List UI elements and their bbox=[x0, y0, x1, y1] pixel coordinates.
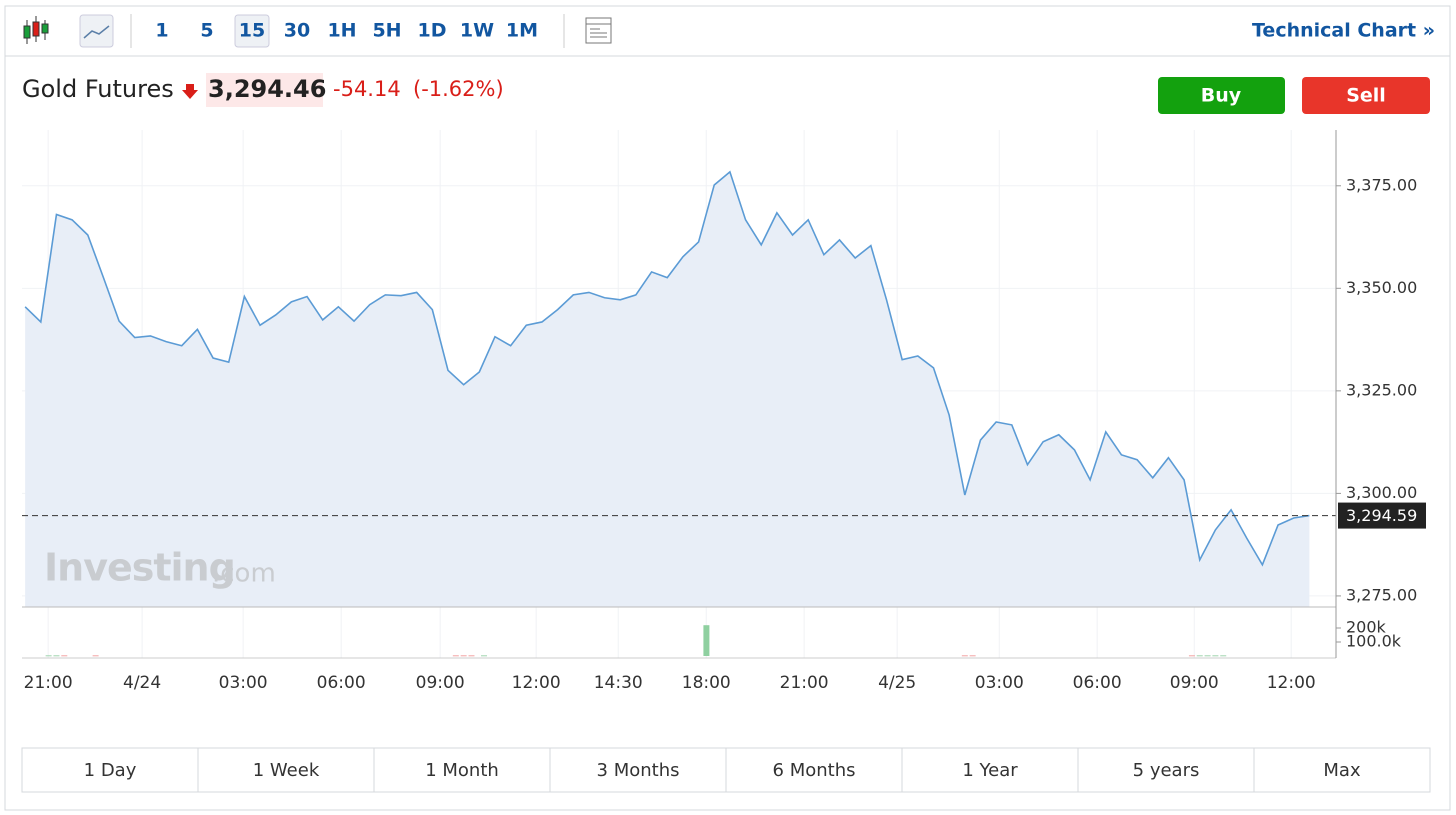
volume-bar bbox=[92, 655, 99, 657]
x-tick-label: 06:00 bbox=[317, 673, 366, 693]
volume-bar bbox=[460, 655, 467, 657]
x-tick-label: 12:00 bbox=[512, 673, 561, 693]
range-button[interactable] bbox=[21, 747, 199, 793]
x-tick-label: 12:00 bbox=[1267, 673, 1316, 693]
volume-bar bbox=[703, 625, 710, 656]
volume-bar bbox=[452, 655, 459, 657]
candle-icon[interactable] bbox=[23, 16, 49, 44]
interval[interactable]: 1 bbox=[155, 20, 168, 42]
y-tick-label: 3,375.00 bbox=[1346, 175, 1417, 194]
interval[interactable]: 1H bbox=[327, 20, 356, 42]
change-percent: (-1.62%) bbox=[413, 77, 504, 101]
volume-bar bbox=[45, 655, 52, 657]
x-tick-label: 4/25 bbox=[878, 673, 916, 693]
x-tick-label: 21:00 bbox=[24, 673, 73, 693]
interval[interactable]: 15 bbox=[239, 20, 265, 42]
buy-button[interactable] bbox=[1158, 77, 1285, 114]
y-tick-label: 3,275.00 bbox=[1346, 585, 1417, 604]
price-highlight bbox=[206, 73, 323, 107]
y-tick-label: 3,350.00 bbox=[1346, 278, 1417, 297]
chart: 21:00 4/24 03:00 06:00 09:00 12:00 14:30 18:00 2… bbox=[22, 130, 1426, 693]
x-tick-label: 03:00 bbox=[219, 673, 268, 693]
volume-bar bbox=[53, 655, 60, 657]
range-button[interactable] bbox=[197, 747, 375, 793]
range-bar: 1 Day 1 Week 1 Month 3 Months 6 Months 1 Year… bbox=[21, 747, 1431, 793]
price: 3,294.46 bbox=[208, 75, 326, 103]
interval-bar: 1 5 15 30 1H 5H 1D 1W 1M bbox=[155, 14, 538, 48]
interval[interactable]: 30 bbox=[284, 20, 310, 42]
volume-bar bbox=[1212, 655, 1219, 657]
volume-bar bbox=[1188, 655, 1195, 657]
price-line bbox=[24, 170, 1310, 567]
watermark-brand: Investing bbox=[44, 546, 235, 590]
volume-tick-label: 100.0k bbox=[1346, 632, 1402, 651]
instrument-name: Gold Futures bbox=[22, 75, 174, 103]
buy-label[interactable]: Buy bbox=[1201, 85, 1242, 107]
interval-selected bbox=[234, 14, 270, 48]
technical-chart-link[interactable]: Technical Chart » bbox=[1252, 20, 1435, 42]
line-icon[interactable] bbox=[79, 14, 114, 48]
volume-bar bbox=[468, 655, 475, 657]
x-tick-label: 18:00 bbox=[682, 673, 731, 693]
range-label[interactable]: 3 Months bbox=[597, 760, 680, 781]
range-button[interactable] bbox=[373, 747, 551, 793]
x-tick-label: 09:00 bbox=[416, 673, 465, 693]
range-label[interactable]: Max bbox=[1323, 760, 1361, 781]
volume-bar bbox=[61, 655, 68, 657]
interval[interactable]: 1W bbox=[460, 20, 494, 42]
volume-bar bbox=[1220, 655, 1227, 657]
x-tick-label: 4/24 bbox=[123, 673, 161, 693]
range-label[interactable]: 5 years bbox=[1133, 760, 1200, 781]
y-tick-label: 3,325.00 bbox=[1346, 380, 1417, 399]
change: -54.14 bbox=[333, 77, 401, 101]
sell-label[interactable]: Sell bbox=[1346, 85, 1386, 107]
x-tick-label: 14:30 bbox=[594, 673, 643, 693]
range-label[interactable]: 6 Months bbox=[773, 760, 856, 781]
volume-bar bbox=[969, 655, 976, 657]
table-icon[interactable] bbox=[585, 17, 612, 44]
interval[interactable]: 5H bbox=[372, 20, 401, 42]
x-tick-label: 09:00 bbox=[1170, 673, 1219, 693]
range-button[interactable] bbox=[549, 747, 727, 793]
range-button[interactable] bbox=[725, 747, 903, 793]
down-arrow bbox=[182, 84, 198, 99]
range-button[interactable] bbox=[1253, 747, 1431, 793]
volume-bar bbox=[1204, 655, 1211, 657]
volume-bar bbox=[481, 655, 488, 657]
range-label[interactable]: 1 Week bbox=[253, 760, 320, 781]
volume-bar bbox=[961, 655, 968, 657]
range-label[interactable]: 1 Year bbox=[962, 760, 1018, 781]
last-price-label: 3,294.59 bbox=[1346, 506, 1417, 525]
range-label[interactable]: 1 Day bbox=[84, 760, 137, 781]
watermark-suffix: .com bbox=[212, 559, 276, 589]
volume-bar bbox=[1196, 655, 1203, 657]
sell-button[interactable] bbox=[1302, 77, 1430, 114]
range-label[interactable]: 1 Month bbox=[425, 760, 499, 781]
x-tick-label: 03:00 bbox=[975, 673, 1024, 693]
last-price-box bbox=[1338, 502, 1426, 529]
range-button[interactable] bbox=[901, 747, 1079, 793]
y-tick-label: 3,300.00 bbox=[1346, 483, 1417, 502]
area bbox=[25, 171, 1310, 608]
interval[interactable]: 1M bbox=[506, 20, 538, 42]
interval[interactable]: 1D bbox=[418, 20, 447, 42]
x-tick-label: 06:00 bbox=[1073, 673, 1122, 693]
volume-tick-label: 200k bbox=[1346, 618, 1387, 637]
x-tick-label: 21:00 bbox=[780, 673, 829, 693]
interval[interactable]: 5 bbox=[200, 20, 213, 42]
